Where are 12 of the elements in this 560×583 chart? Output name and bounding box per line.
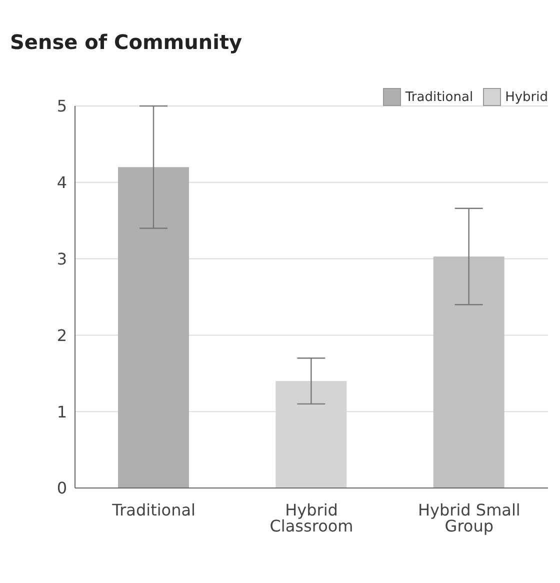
y-tick-label: 3 xyxy=(56,249,67,268)
y-tick-label: 0 xyxy=(56,478,67,498)
y-tick-label: 2 xyxy=(56,326,67,345)
y-tick-label: 5 xyxy=(56,96,67,116)
legend-label: Traditional xyxy=(404,88,474,106)
x-tick-label: Hybrid Small Group xyxy=(418,500,520,536)
y-tick-label: 1 xyxy=(56,402,67,422)
x-tick-label: Hybrid Classroom xyxy=(270,500,354,536)
y-tick-label: 4 xyxy=(56,173,67,192)
chart-title: Sense of Community xyxy=(10,30,242,54)
legend-label: Hybrid xyxy=(504,88,548,106)
x-tick-label: Traditional xyxy=(111,500,196,520)
